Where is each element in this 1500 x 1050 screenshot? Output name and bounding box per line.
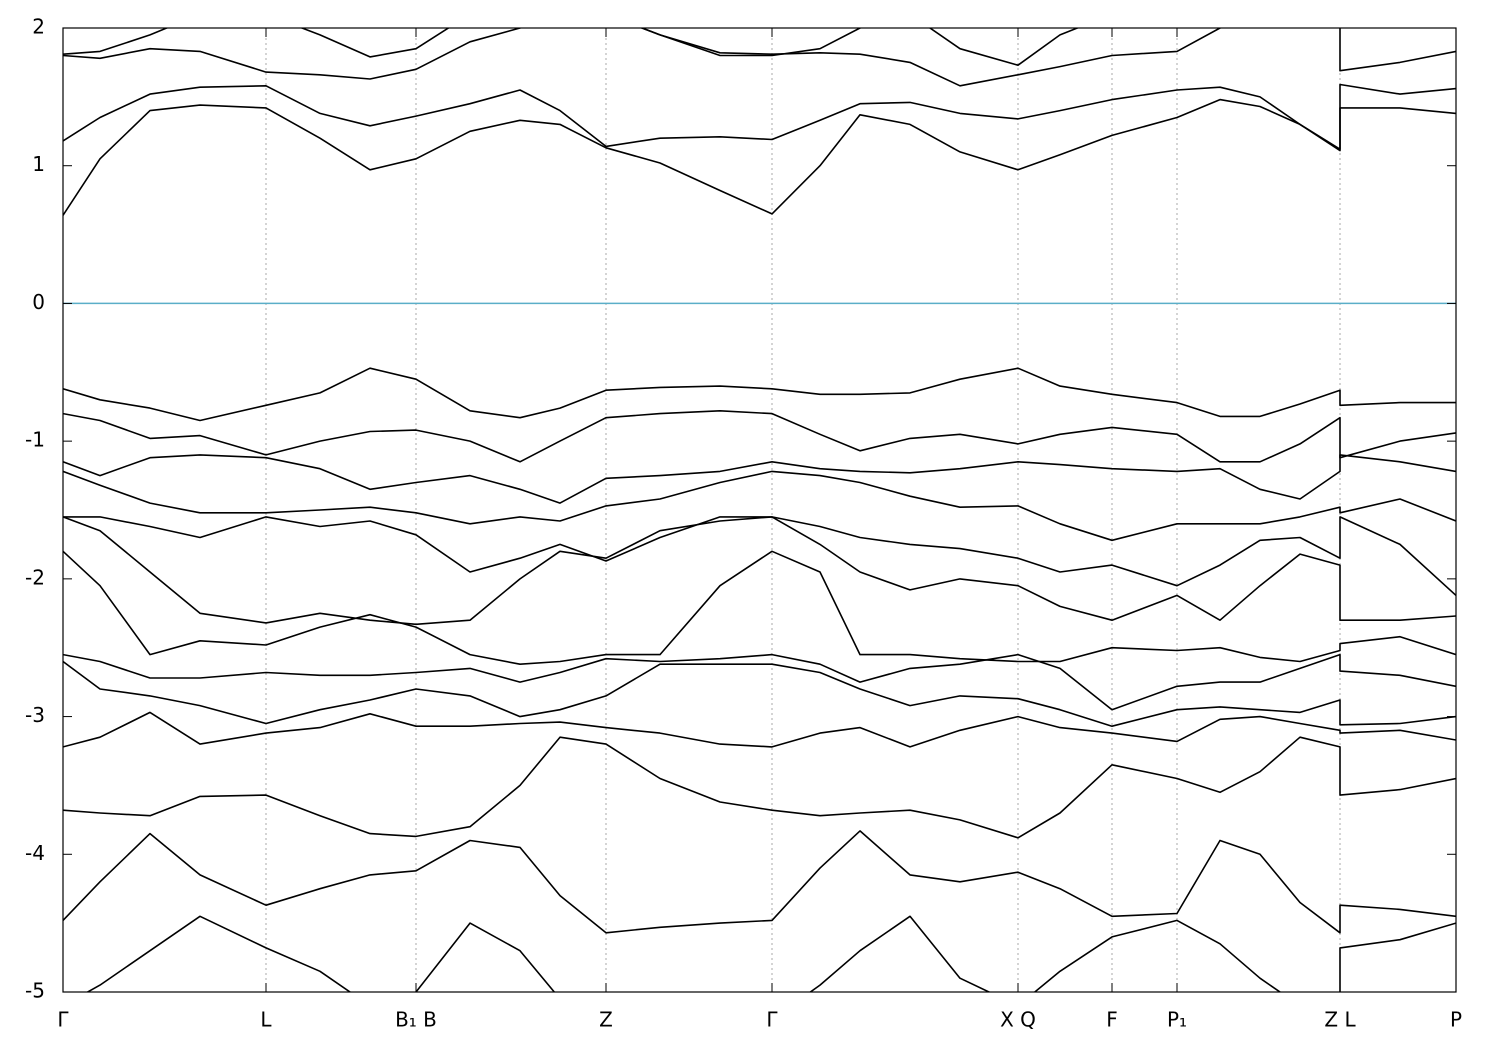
labels-layer: -5 -4 -3 -2 -1 0 1 2 Γ L B₁ B Z Γ X Q F P₁ Z L P (25, 15, 1462, 1032)
band-line (63, 98, 1456, 216)
x-tick-label: B₁ B (395, 1008, 437, 1032)
y-tick-label: -4 (25, 841, 45, 865)
band-line (63, 711, 1456, 748)
band-line (63, 653, 1456, 711)
band-line (63, 83, 1456, 150)
x-tick-label: Γ (57, 1008, 69, 1032)
band-line (63, 516, 1456, 596)
x-tick-label: P (1450, 1008, 1462, 1032)
x-tick-label: L (260, 1008, 272, 1032)
band-line (63, 410, 1456, 463)
band-line (63, 470, 1456, 542)
x-tick-label: Z L (1324, 1008, 1356, 1032)
x-tick-label: P₁ (1167, 1008, 1187, 1032)
band-line (63, 550, 1456, 665)
band-line (63, 454, 1456, 504)
band-line (63, 736, 1456, 839)
y-tick-label: -5 (25, 979, 45, 1003)
band-line (63, 516, 1456, 626)
y-tick-label: 0 (32, 290, 45, 314)
band-line (63, 367, 1456, 422)
band-line (86, 915, 1456, 992)
x-tick-label: F (1106, 1008, 1118, 1032)
y-tick-label: -1 (25, 428, 45, 452)
plot-frame (62, 27, 1457, 993)
band-line (63, 830, 1456, 934)
band-line (63, 28, 1080, 66)
band-line (63, 28, 1456, 87)
y-tick-label: -3 (25, 703, 45, 727)
y-tick-label: -2 (25, 565, 45, 589)
x-tick-label: Z (599, 1008, 613, 1032)
grid-layer (62, 28, 1457, 992)
x-tick-label: Γ (766, 1008, 778, 1032)
y-tick-label: 2 (32, 15, 45, 39)
y-tick-label: 1 (32, 152, 45, 176)
x-tick-label: X Q (1000, 1008, 1036, 1032)
band-line (63, 660, 1456, 727)
bands-layer (63, 28, 1456, 992)
